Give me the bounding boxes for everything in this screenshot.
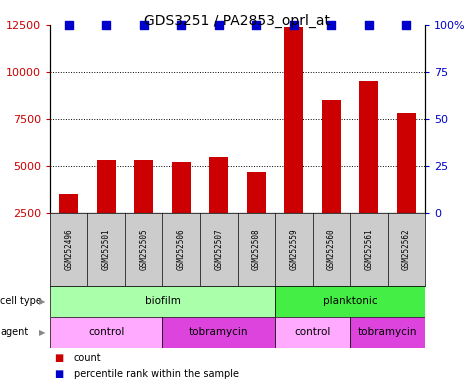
Text: GSM252501: GSM252501 bbox=[102, 229, 111, 270]
Text: cell type: cell type bbox=[0, 296, 42, 306]
Bar bbox=[50, 286, 275, 317]
Bar bbox=[162, 317, 275, 348]
Bar bbox=[275, 286, 425, 317]
Point bbox=[215, 22, 222, 28]
Text: control: control bbox=[294, 327, 331, 337]
Text: planktonic: planktonic bbox=[323, 296, 377, 306]
Point bbox=[140, 22, 147, 28]
Bar bbox=[285, 27, 303, 260]
Bar bbox=[50, 317, 162, 348]
Text: biofilm: biofilm bbox=[144, 296, 180, 306]
Text: GSM252562: GSM252562 bbox=[402, 229, 411, 270]
Point bbox=[402, 22, 410, 28]
Bar bbox=[134, 161, 153, 260]
Bar bbox=[360, 81, 378, 260]
Bar bbox=[397, 113, 416, 260]
Point bbox=[65, 22, 72, 28]
Point bbox=[365, 22, 372, 28]
Bar bbox=[97, 161, 115, 260]
Text: GSM252506: GSM252506 bbox=[177, 229, 186, 270]
Text: GSM252560: GSM252560 bbox=[327, 229, 336, 270]
Text: control: control bbox=[88, 327, 124, 337]
Bar bbox=[59, 194, 78, 260]
Bar bbox=[322, 100, 341, 260]
Bar bbox=[275, 317, 350, 348]
Text: ▶: ▶ bbox=[39, 328, 46, 337]
Text: GSM252559: GSM252559 bbox=[289, 229, 298, 270]
Text: GSM252505: GSM252505 bbox=[139, 229, 148, 270]
Text: GSM252561: GSM252561 bbox=[364, 229, 373, 270]
Point bbox=[290, 22, 297, 28]
Bar bbox=[172, 162, 190, 260]
Bar bbox=[350, 317, 425, 348]
Point bbox=[328, 22, 335, 28]
Bar bbox=[209, 157, 228, 260]
Text: tobramycin: tobramycin bbox=[189, 327, 248, 337]
Point bbox=[102, 22, 110, 28]
Text: percentile rank within the sample: percentile rank within the sample bbox=[74, 369, 238, 379]
Text: ■: ■ bbox=[55, 369, 64, 379]
Text: ▶: ▶ bbox=[39, 297, 46, 306]
Text: GDS3251 / PA2853_oprl_at: GDS3251 / PA2853_oprl_at bbox=[144, 13, 331, 28]
Point bbox=[177, 22, 185, 28]
Text: GSM252496: GSM252496 bbox=[64, 229, 73, 270]
Text: GSM252508: GSM252508 bbox=[252, 229, 261, 270]
Text: GSM252507: GSM252507 bbox=[214, 229, 223, 270]
Text: count: count bbox=[74, 353, 101, 363]
Text: agent: agent bbox=[0, 327, 28, 337]
Point bbox=[253, 22, 260, 28]
Text: tobramycin: tobramycin bbox=[358, 327, 418, 337]
Bar bbox=[247, 172, 266, 260]
Text: ■: ■ bbox=[55, 353, 64, 363]
